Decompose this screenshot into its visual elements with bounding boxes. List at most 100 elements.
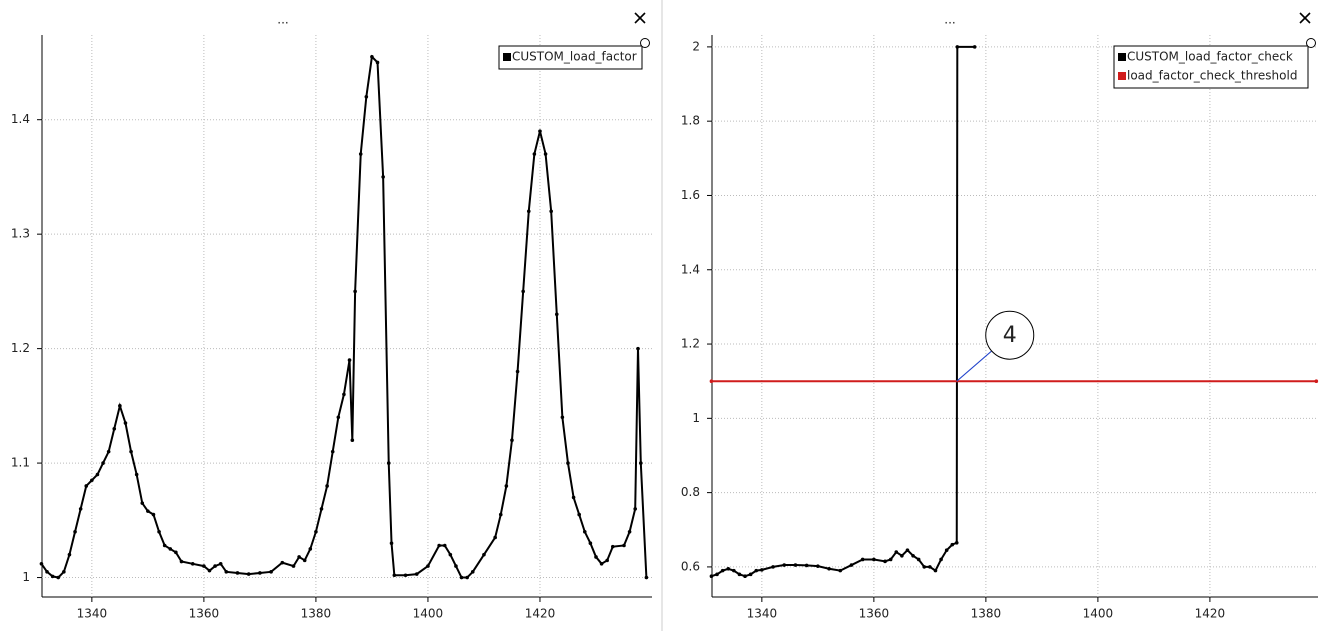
data-point: [224, 570, 229, 574]
data-point: [911, 553, 915, 558]
data-point: [202, 564, 206, 568]
close-button[interactable]: [634, 12, 646, 24]
data-point: [760, 568, 764, 572]
data-point: [454, 564, 458, 568]
data-point: [599, 562, 604, 566]
data-point: [972, 45, 977, 49]
y-tick-label: 2: [692, 39, 700, 53]
data-point: [888, 557, 893, 562]
y-tick-label: 1: [22, 570, 30, 584]
data-point: [45, 570, 49, 574]
data-point: [782, 563, 787, 567]
data-point: [521, 289, 525, 294]
data-point: [465, 575, 469, 580]
data-point: [129, 449, 133, 454]
data-point: [588, 541, 593, 546]
data-point: [726, 566, 731, 571]
data-point: [123, 421, 128, 425]
data-point: [437, 543, 441, 548]
y-tick-label: 1.6: [681, 188, 700, 202]
data-point: [101, 461, 105, 465]
legend-label: load_factor_check_threshold: [1127, 69, 1297, 83]
data-point: [470, 570, 475, 574]
data-point: [720, 568, 725, 573]
data-point: [582, 529, 587, 534]
data-point: [118, 404, 122, 408]
data-point: [174, 550, 178, 555]
data-point: [319, 507, 324, 511]
data-point: [571, 495, 576, 500]
x-tick-label: 1420: [525, 607, 556, 621]
data-point: [577, 512, 581, 517]
data-point: [748, 572, 753, 577]
data-point: [347, 358, 352, 362]
legend-swatch: [1118, 72, 1126, 80]
data-point: [280, 560, 285, 565]
data-point: [950, 542, 955, 547]
data-point: [955, 45, 960, 49]
data-point: [493, 535, 497, 540]
data-point: [605, 558, 609, 563]
data-point: [838, 568, 843, 573]
data-point: [336, 415, 341, 420]
data-point: [633, 507, 637, 511]
x-tick-label: 1400: [413, 607, 444, 621]
data-point: [381, 175, 385, 179]
data-point: [636, 346, 640, 351]
y-tick-label: 1.4: [11, 112, 30, 126]
data-point: [549, 209, 553, 214]
data-point: [827, 566, 831, 571]
data-point: [207, 568, 212, 573]
legend-swatch: [503, 53, 511, 61]
data-point: [190, 562, 195, 566]
legend-handle[interactable]: [1306, 38, 1316, 48]
data-point: [67, 552, 72, 557]
y-tick-label: 0.8: [681, 485, 700, 499]
data-point: [146, 509, 150, 513]
data-point: [933, 568, 938, 573]
data-point: [235, 571, 240, 575]
x-tick-label: 1340: [77, 607, 108, 621]
data-point: [816, 564, 820, 568]
annotation-pointer: [956, 348, 995, 382]
data-point: [644, 575, 649, 580]
data-point: [39, 562, 44, 566]
data-point: [743, 574, 747, 578]
data-point: [84, 484, 89, 488]
data-point: [510, 438, 514, 442]
data-point: [370, 54, 374, 59]
data-point: [73, 529, 77, 534]
data-point: [894, 550, 899, 554]
data-point: [498, 512, 503, 517]
y-tick-label: 1.2: [681, 337, 700, 351]
data-point: [414, 572, 419, 576]
data-point: [922, 565, 927, 569]
data-point: [610, 544, 615, 549]
data-point: [849, 563, 854, 567]
data-point: [62, 570, 66, 574]
data-point: [50, 574, 55, 579]
data-point: [218, 562, 223, 566]
data-point: [112, 426, 117, 431]
legend-handle[interactable]: [640, 38, 650, 48]
data-point: [944, 548, 949, 552]
data-point: [526, 209, 531, 214]
data-point: [804, 563, 809, 568]
data-point: [134, 472, 139, 477]
data-point: [905, 548, 910, 552]
data-point: [732, 568, 736, 573]
x-tick-label: 1360: [189, 607, 220, 621]
series: [39, 54, 649, 580]
data-point: [392, 573, 397, 578]
data-point: [151, 512, 156, 517]
data-point: [754, 568, 759, 573]
data-point: [302, 558, 307, 563]
data-point: [258, 571, 262, 575]
data-point: [90, 478, 94, 483]
data-point: [916, 557, 921, 562]
data-point: [872, 557, 876, 562]
y-tick-label: 1.1: [11, 456, 30, 470]
x-tick-label: 1400: [1083, 607, 1114, 621]
close-button[interactable]: [1299, 12, 1311, 24]
